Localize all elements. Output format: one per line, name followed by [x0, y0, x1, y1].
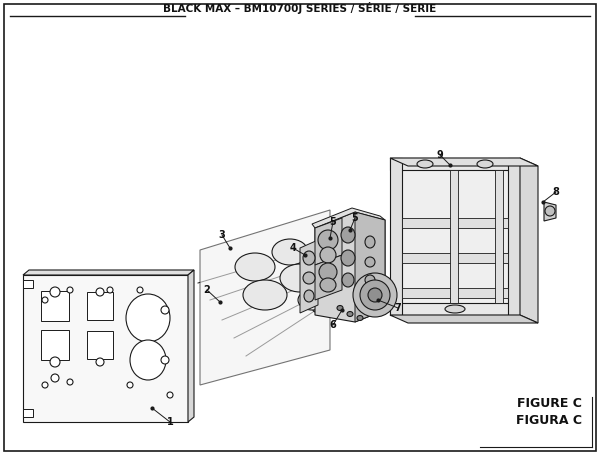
Polygon shape: [390, 158, 538, 166]
Polygon shape: [544, 202, 556, 221]
Ellipse shape: [360, 280, 390, 310]
Polygon shape: [315, 212, 385, 322]
Text: 3: 3: [218, 230, 226, 240]
Ellipse shape: [445, 305, 465, 313]
Polygon shape: [402, 253, 508, 263]
Polygon shape: [390, 158, 520, 170]
Polygon shape: [390, 315, 538, 323]
Ellipse shape: [51, 374, 59, 382]
Ellipse shape: [303, 272, 315, 284]
Ellipse shape: [313, 308, 319, 312]
Ellipse shape: [50, 357, 60, 367]
Polygon shape: [41, 291, 69, 321]
Ellipse shape: [96, 358, 104, 366]
Polygon shape: [300, 240, 318, 313]
Text: 7: 7: [395, 303, 401, 313]
Polygon shape: [315, 218, 342, 265]
Ellipse shape: [298, 290, 326, 310]
Ellipse shape: [315, 278, 321, 282]
Ellipse shape: [42, 297, 48, 303]
FancyBboxPatch shape: [4, 4, 596, 451]
Ellipse shape: [243, 280, 287, 310]
Ellipse shape: [320, 247, 336, 263]
Polygon shape: [23, 270, 194, 275]
Polygon shape: [188, 270, 194, 422]
Ellipse shape: [167, 392, 173, 398]
Ellipse shape: [365, 257, 375, 267]
Ellipse shape: [303, 251, 315, 265]
Ellipse shape: [342, 273, 354, 287]
Polygon shape: [23, 280, 33, 288]
Ellipse shape: [341, 250, 355, 266]
Ellipse shape: [353, 273, 397, 317]
Ellipse shape: [417, 160, 433, 168]
Polygon shape: [315, 255, 342, 300]
Ellipse shape: [50, 287, 60, 297]
Polygon shape: [23, 275, 188, 422]
Ellipse shape: [337, 305, 343, 310]
Ellipse shape: [545, 206, 555, 216]
Text: 4: 4: [290, 243, 296, 253]
Polygon shape: [87, 331, 113, 359]
Polygon shape: [23, 409, 33, 417]
Polygon shape: [402, 218, 508, 228]
Text: 1: 1: [167, 417, 173, 427]
Ellipse shape: [365, 236, 375, 248]
Polygon shape: [390, 303, 520, 315]
Polygon shape: [402, 170, 508, 303]
Ellipse shape: [318, 230, 338, 250]
Polygon shape: [495, 170, 503, 303]
Ellipse shape: [304, 290, 314, 302]
Ellipse shape: [107, 287, 113, 293]
Ellipse shape: [137, 287, 143, 293]
Ellipse shape: [42, 382, 48, 388]
Ellipse shape: [368, 288, 382, 302]
Polygon shape: [200, 210, 330, 385]
Polygon shape: [508, 158, 520, 315]
Polygon shape: [450, 170, 458, 303]
Ellipse shape: [319, 263, 337, 281]
Polygon shape: [402, 288, 508, 298]
Ellipse shape: [130, 340, 166, 380]
Ellipse shape: [477, 160, 493, 168]
Ellipse shape: [126, 294, 170, 342]
Text: 5: 5: [329, 217, 337, 227]
Ellipse shape: [161, 356, 169, 364]
Ellipse shape: [307, 248, 313, 252]
Ellipse shape: [341, 227, 355, 243]
Text: FIGURE C: FIGURE C: [517, 397, 582, 410]
Ellipse shape: [347, 312, 353, 317]
Polygon shape: [355, 212, 385, 322]
Ellipse shape: [311, 263, 317, 267]
Ellipse shape: [127, 382, 133, 388]
Text: 5: 5: [352, 213, 358, 223]
Polygon shape: [87, 292, 113, 320]
Text: FIGURA C: FIGURA C: [516, 414, 582, 427]
Polygon shape: [390, 158, 402, 315]
Ellipse shape: [320, 278, 336, 292]
Text: 2: 2: [203, 285, 211, 295]
Text: BLACK MAX – BM10700J SERIES / SÉRIE / SERIE: BLACK MAX – BM10700J SERIES / SÉRIE / SE…: [163, 2, 437, 14]
Ellipse shape: [67, 379, 73, 385]
Ellipse shape: [235, 253, 275, 281]
Ellipse shape: [67, 287, 73, 293]
Ellipse shape: [272, 239, 308, 265]
Text: 9: 9: [437, 150, 443, 160]
Ellipse shape: [96, 288, 104, 296]
Ellipse shape: [365, 275, 375, 285]
Text: 8: 8: [553, 187, 559, 197]
Ellipse shape: [161, 306, 169, 314]
Ellipse shape: [315, 293, 321, 297]
Polygon shape: [41, 330, 69, 360]
Ellipse shape: [280, 264, 320, 292]
Text: 6: 6: [329, 320, 337, 330]
Polygon shape: [312, 208, 385, 228]
Polygon shape: [520, 158, 538, 323]
Ellipse shape: [357, 315, 363, 320]
